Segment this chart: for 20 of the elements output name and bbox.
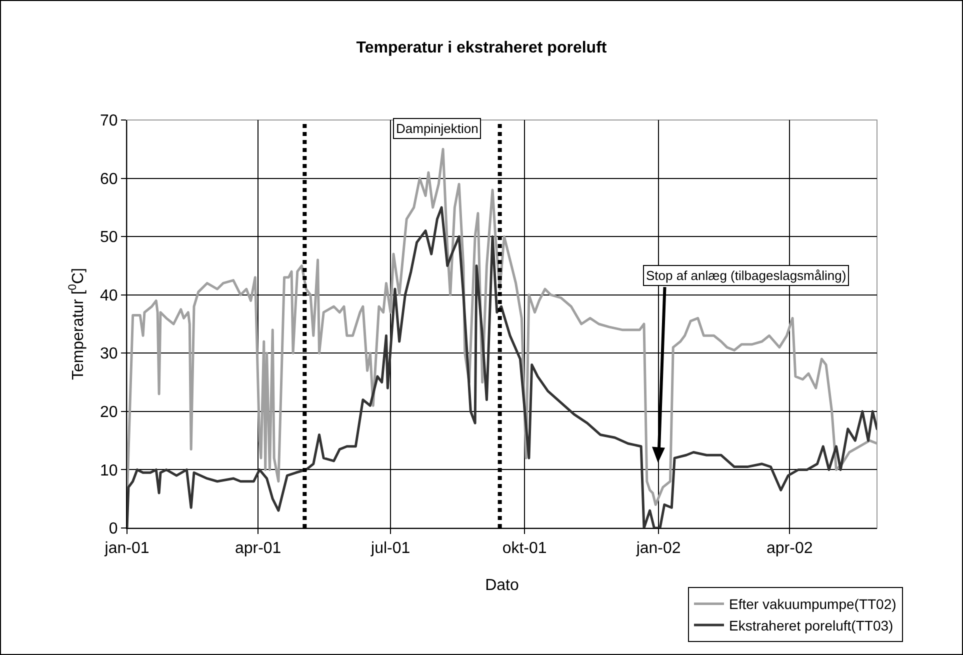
x-tick-label: jan-01 (104, 540, 150, 558)
y-tick-label: 50 (100, 229, 118, 246)
x-tick-label: apr-02 (766, 540, 813, 558)
y-tick-label: 70 (100, 112, 118, 130)
y-tick-label: 10 (100, 462, 118, 480)
x-tick-label: jul-01 (370, 540, 410, 558)
legend-label: Efter vakuumpumpe(TT02) (729, 596, 896, 612)
chart-title: Temperatur i ekstraheret poreluft (356, 39, 608, 56)
y-tick-label: 60 (100, 170, 118, 188)
x-tick-label: apr-01 (234, 540, 282, 558)
legend-label: Ekstraheret poreluft(TT03) (729, 617, 894, 634)
x-tick-label: okt-01 (502, 540, 547, 558)
y-tick-label: 30 (100, 346, 118, 363)
x-axis-title: Dato (485, 576, 519, 594)
y-tick-label: 20 (100, 404, 118, 422)
y-tick-label: 40 (100, 287, 118, 304)
x-tick-label: jan-02 (635, 540, 681, 558)
annotation: Stop af anlæg (tilbageslagsmåling) (646, 268, 846, 283)
annotation: Dampinjektion (396, 121, 478, 136)
y-tick-label: 0 (108, 520, 118, 538)
